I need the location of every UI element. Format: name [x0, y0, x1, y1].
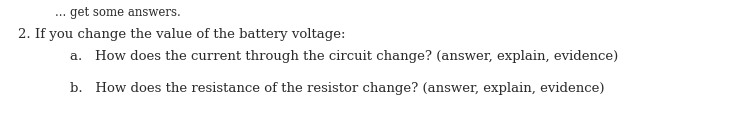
Text: a.   How does the current through the circuit change? (answer, explain, evidence: a. How does the current through the circ…	[70, 50, 618, 63]
Text: 2. If you change the value of the battery voltage:: 2. If you change the value of the batter…	[18, 28, 346, 41]
Text: b.   How does the resistance of the resistor change? (answer, explain, evidence): b. How does the resistance of the resist…	[70, 82, 605, 95]
Text: ... get some answers.: ... get some answers.	[55, 6, 181, 19]
